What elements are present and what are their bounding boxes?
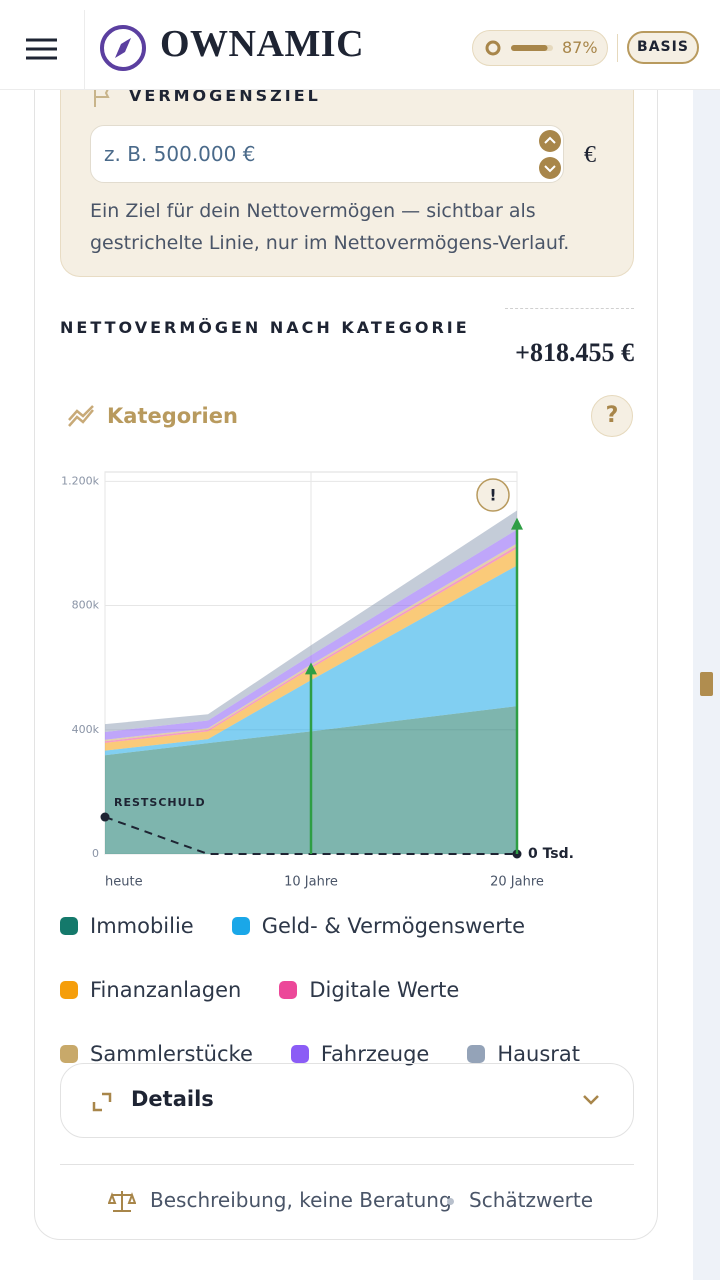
legend-item[interactable]: Finanzanlagen: [60, 974, 241, 1006]
details-panel[interactable]: [60, 1063, 634, 1138]
goal-hint: Ein Ziel für dein Nettovermögen — sichtb…: [90, 200, 570, 254]
divider: [60, 1164, 634, 1165]
flag-icon: [94, 88, 110, 107]
details-label: Details: [131, 1087, 214, 1111]
note: Schätzwerte: [469, 1188, 593, 1212]
legend-swatch: [60, 917, 78, 935]
scale-icon: [108, 1191, 136, 1212]
progress-fill: [511, 45, 548, 51]
legend-label: Fahrzeuge: [320, 1042, 430, 1066]
goal-title: VERMÖGENSZIEL: [129, 86, 321, 105]
legend-label: Geld- & Vermögenswerte: [261, 914, 525, 938]
legend-label: Finanzanlagen: [90, 978, 242, 1002]
help-button[interactable]: ?: [591, 395, 633, 437]
legend-item[interactable]: Digitale Werte: [279, 974, 459, 1006]
legend-swatch: [279, 981, 298, 999]
disclaimer: Beschreibung, keine Beratung: [150, 1188, 452, 1212]
legend-swatch: [467, 1045, 486, 1063]
legend-item[interactable]: Sammlerstücke: [60, 1038, 253, 1070]
legend-label: Sammlerstücke: [90, 1042, 253, 1066]
legend-item[interactable]: Fahrzeuge: [290, 1038, 430, 1070]
legend: Immobilie Geld- & Vermögenswerte Finanzanl…: [60, 910, 640, 1070]
separator-dot: [447, 1198, 454, 1205]
trend-icon: [68, 405, 94, 427]
legend-item[interactable]: Immobilie: [60, 910, 194, 942]
card: [34, 60, 658, 1240]
legend-label: Hausrat: [497, 1042, 580, 1066]
progress-bar: [485, 40, 553, 56]
legend-swatch: [60, 1045, 78, 1063]
divider: [84, 10, 85, 90]
menu-button[interactable]: [26, 38, 58, 60]
legend-item[interactable]: Geld- & Vermögenswerte: [231, 910, 525, 942]
legend-swatch: [60, 981, 78, 999]
net-total: +818.455 €: [515, 338, 634, 367]
goal-placeholder: z. B. 500.000 €: [104, 142, 256, 166]
legend-label: Digitale Werte: [309, 978, 460, 1002]
legend-swatch: [290, 1045, 309, 1063]
legend-swatch: [231, 917, 250, 935]
progress-label: 87%: [562, 38, 598, 57]
goal-input[interactable]: [90, 125, 564, 183]
scroll-thumb[interactable]: [700, 672, 713, 696]
brand: OWNAMIC: [160, 23, 365, 65]
stepper[interactable]: [537, 129, 563, 181]
section-title: NETTOVERMÖGEN NACH KATEGORIE: [60, 318, 470, 337]
logo: [100, 25, 146, 71]
category-toggle[interactable]: Kategorien: [107, 404, 238, 428]
divider: [505, 308, 634, 309]
chevron: [583, 1095, 599, 1105]
legend-label: Immobilie: [90, 914, 194, 938]
plan-badge[interactable]: BASIS: [627, 31, 699, 64]
divider: [617, 34, 618, 62]
legend-item[interactable]: Hausrat: [467, 1038, 580, 1070]
expand-icon: [92, 1092, 112, 1112]
goal-currency: €: [584, 142, 596, 168]
